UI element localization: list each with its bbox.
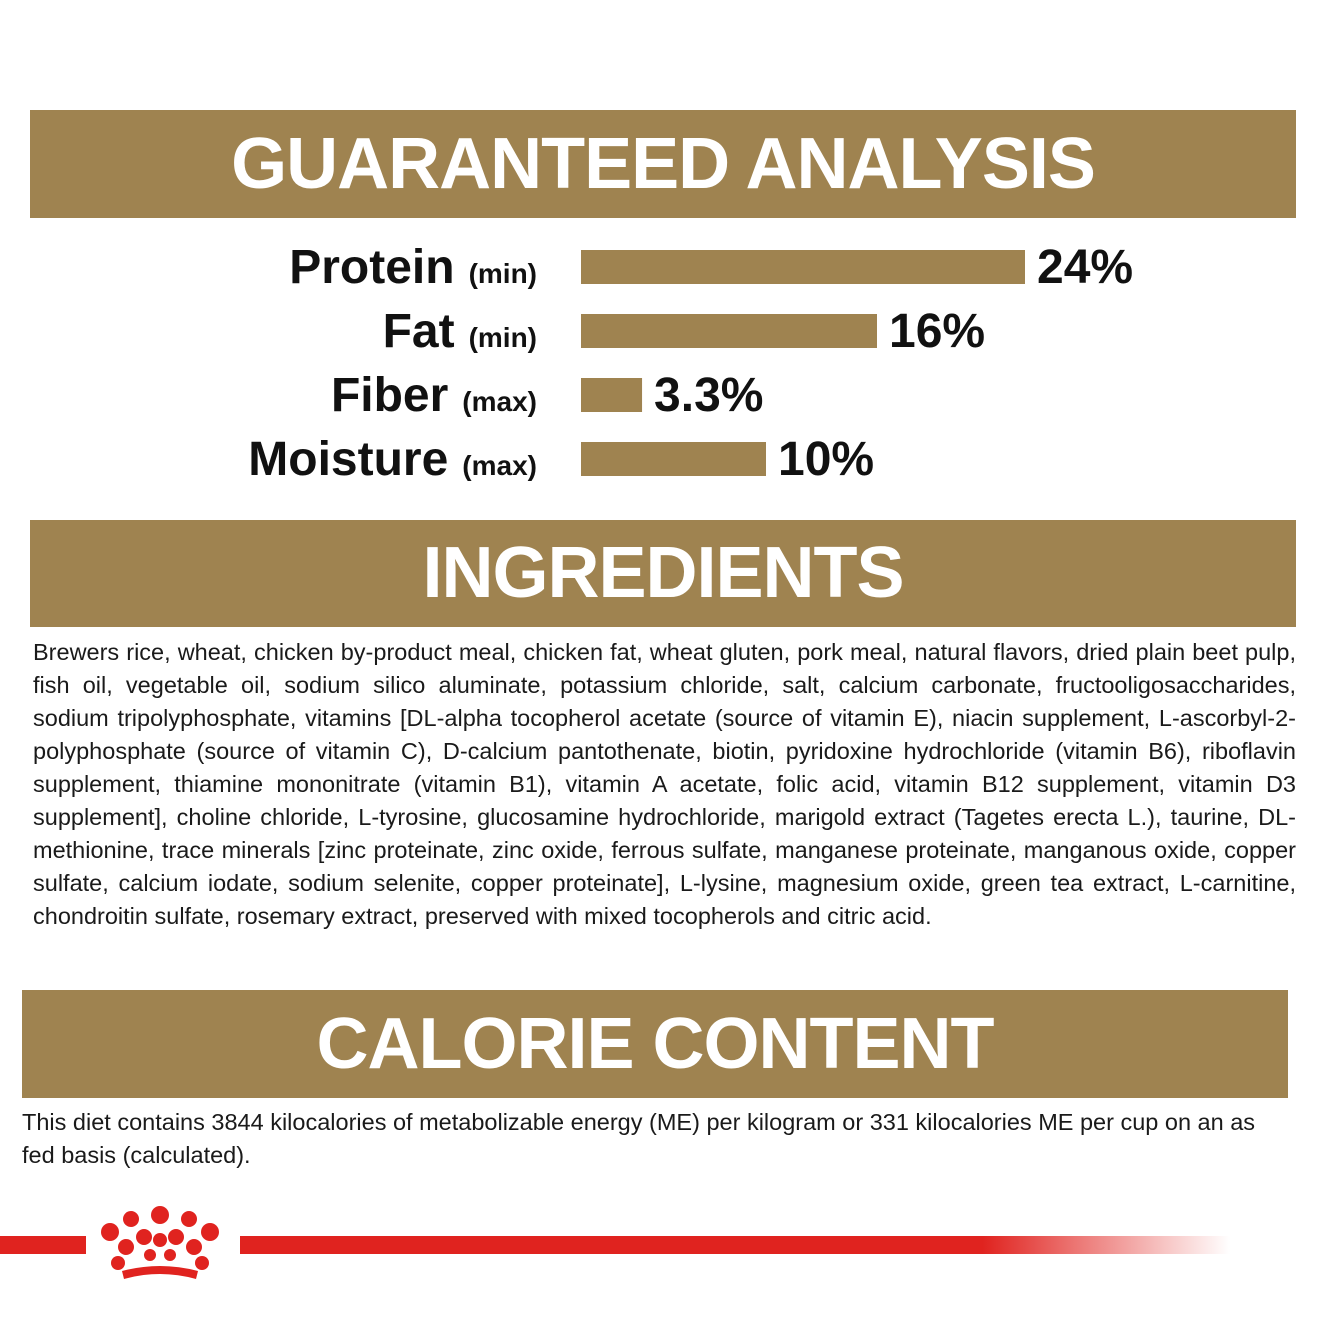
brand-logo [0,1206,1230,1279]
section-header: INGREDIENTS [30,520,1296,627]
nutrient-qualifier: (min) [469,258,537,289]
crown-icon [101,1206,219,1279]
ingredients-text: Brewers rice, wheat, chicken by-product … [33,639,1296,929]
nutrient-qualifier: (min) [469,322,537,353]
calorie-text: This diet contains 3844 kilocalories of … [22,1109,1256,1168]
nutrient-qualifier: (max) [462,386,537,417]
row-label: Fiber (max) [331,369,537,422]
section-title: GUARANTEED ANALYSIS [231,124,1096,204]
nutrient-name: Fat [383,305,455,358]
nutrient-name: Moisture [248,433,448,486]
brand-line [240,1236,1230,1254]
section-title: INGREDIENTS [422,533,904,613]
bar [581,314,877,348]
section-title: CALORIE CONTENT [316,1004,995,1084]
value-label: 3.3% [654,369,763,422]
bar [581,378,643,412]
value-label: 10% [778,433,874,486]
section-header: CALORIE CONTENT [22,990,1288,1098]
bar [581,442,766,476]
bar [581,250,1025,284]
row-label: Moisture (max) [248,433,537,486]
value-label: 24% [1037,241,1133,294]
nutrient-name: Protein [289,241,454,294]
nutrient-qualifier: (max) [462,450,537,481]
section-header: GUARANTEED ANALYSIS [30,110,1296,218]
row-label: Protein (min) [289,241,537,294]
brand-line [0,1236,86,1254]
nutrient-name: Fiber [331,369,448,422]
analysis-chart: Protein (min) 24% Fat (min) 16% Fiber (max) 3.3%… [248,241,1133,486]
value-label: 16% [889,305,985,358]
row-label: Fat (min) [383,305,537,358]
